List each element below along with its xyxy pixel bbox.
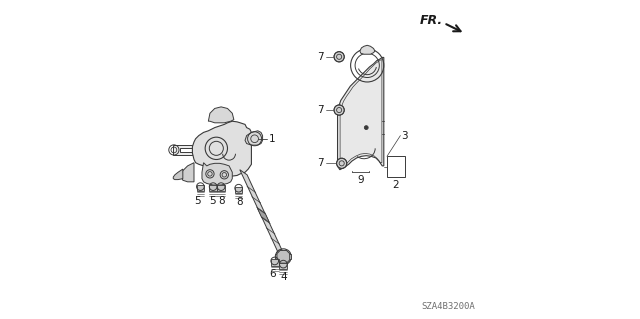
Bar bbox=[387, 156, 406, 177]
Text: 9: 9 bbox=[357, 175, 364, 185]
Text: 2: 2 bbox=[392, 180, 399, 190]
Circle shape bbox=[337, 158, 347, 168]
Circle shape bbox=[334, 105, 344, 115]
Text: 7: 7 bbox=[317, 52, 324, 62]
Text: 7: 7 bbox=[317, 158, 324, 168]
Polygon shape bbox=[193, 121, 252, 176]
Polygon shape bbox=[337, 57, 384, 170]
Text: 8: 8 bbox=[236, 197, 243, 207]
Polygon shape bbox=[257, 208, 269, 222]
Polygon shape bbox=[181, 163, 194, 182]
Circle shape bbox=[334, 52, 344, 62]
Polygon shape bbox=[218, 185, 225, 191]
Text: 8: 8 bbox=[218, 196, 225, 206]
Polygon shape bbox=[196, 185, 204, 191]
Text: 3: 3 bbox=[401, 130, 408, 141]
Text: 7: 7 bbox=[317, 105, 324, 115]
Polygon shape bbox=[173, 169, 183, 180]
Text: 6: 6 bbox=[269, 269, 276, 278]
FancyArrowPatch shape bbox=[446, 24, 461, 31]
Polygon shape bbox=[360, 45, 375, 54]
Polygon shape bbox=[271, 259, 278, 266]
Polygon shape bbox=[240, 170, 287, 261]
Polygon shape bbox=[209, 185, 217, 191]
Text: 1: 1 bbox=[269, 134, 276, 144]
Text: 5: 5 bbox=[194, 196, 200, 206]
Text: FR.: FR. bbox=[420, 14, 443, 27]
Text: SZA4B3200A: SZA4B3200A bbox=[421, 302, 475, 311]
Polygon shape bbox=[235, 187, 243, 193]
Polygon shape bbox=[202, 163, 232, 185]
Polygon shape bbox=[280, 263, 287, 269]
Polygon shape bbox=[209, 107, 234, 123]
Polygon shape bbox=[275, 254, 291, 259]
Circle shape bbox=[364, 126, 368, 130]
Polygon shape bbox=[277, 250, 290, 263]
Polygon shape bbox=[245, 131, 262, 145]
Polygon shape bbox=[173, 145, 199, 155]
Text: 5: 5 bbox=[209, 196, 216, 206]
Text: 4: 4 bbox=[280, 272, 287, 282]
